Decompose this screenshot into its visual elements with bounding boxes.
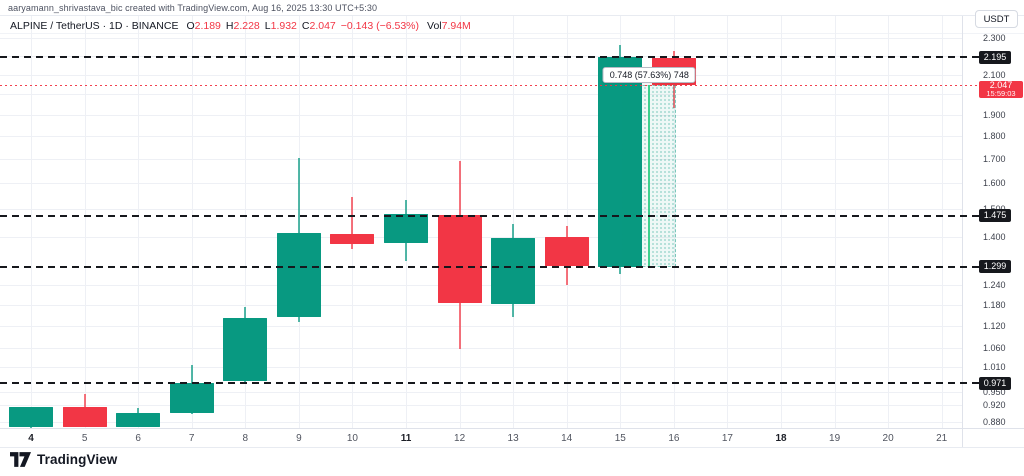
time-axis[interactable] — [0, 428, 1024, 447]
candle-6-wick[interactable] — [137, 408, 140, 428]
gridline-v-20 — [888, 16, 890, 428]
price-range-tool[interactable] — [622, 84, 677, 267]
measure-tool-label: 0.748 (57.63%) 748 — [602, 66, 696, 83]
level-line-2.195[interactable] — [0, 56, 979, 58]
candle-12-body[interactable] — [437, 215, 482, 304]
gridline-v-19 — [834, 16, 836, 428]
price-range-center-line — [648, 84, 651, 267]
legend-divider — [0, 33, 1024, 34]
gridline-h-1.010 — [0, 367, 962, 369]
level-line-1.475[interactable] — [0, 214, 979, 217]
candle-6-body[interactable] — [116, 413, 161, 427]
candle-5-body[interactable] — [62, 407, 107, 427]
tradingview-logo-icon — [10, 452, 31, 467]
candle-8-wick[interactable] — [244, 307, 247, 384]
price-axis[interactable] — [962, 16, 1024, 428]
attribution-divider — [0, 15, 1024, 16]
gridline-h-2.300 — [0, 38, 962, 40]
gridline-h-1.060 — [0, 347, 962, 349]
ohlc-value-C: 2.047 — [309, 20, 336, 32]
volume-value: 7.94M — [441, 20, 471, 32]
ohlc-label-H: H — [225, 20, 234, 32]
gridline-v-7 — [191, 16, 193, 428]
currency-toggle-button[interactable]: USDT — [975, 10, 1018, 28]
gridline-h-1.240 — [0, 285, 962, 287]
gridline-h-0.880 — [0, 422, 962, 424]
gridline-h-1.500 — [0, 209, 962, 211]
ohlc-value-H: 2.228 — [233, 20, 260, 32]
level-line-1.299[interactable] — [0, 265, 979, 268]
candle-14-body[interactable] — [544, 237, 589, 266]
candle-7-body[interactable] — [169, 382, 214, 413]
gridline-h-1.700 — [0, 159, 962, 161]
candle-11-wick[interactable] — [405, 199, 407, 262]
candle-14-wick[interactable] — [565, 226, 568, 285]
time-axis-divider — [0, 428, 1024, 429]
gridline-v-10 — [352, 16, 354, 428]
gridline-v-12 — [459, 16, 461, 428]
ohlc-label-L: L — [264, 20, 271, 32]
gridline-v-21 — [941, 16, 943, 428]
gridline-v-18 — [781, 16, 782, 428]
gridline-h-hidden — [0, 94, 962, 96]
change-value: −0.143 (−6.53%) — [340, 20, 420, 32]
gridline-h-0.950 — [0, 391, 962, 393]
price-axis-separator — [962, 16, 963, 447]
last-price-line[interactable] — [0, 84, 979, 86]
gridline-v-6 — [138, 16, 140, 428]
attribution-text: aaryamann_shrivastava_bic created with T… — [8, 3, 378, 13]
candle-4-body[interactable] — [9, 407, 53, 427]
footer-divider — [0, 447, 1024, 448]
tradingview-logo-link[interactable]: TradingView — [10, 452, 117, 467]
candle-10-body[interactable] — [330, 233, 375, 245]
gridline-h-hidden — [0, 56, 962, 58]
ohlc-value-O: 2.189 — [194, 20, 221, 32]
ohlc-value-L: 1.932 — [270, 20, 297, 32]
brand-name: TradingView — [37, 452, 118, 467]
gridline-h-1.800 — [0, 136, 962, 138]
gridline-h-1.600 — [0, 183, 962, 185]
candle-10-wick[interactable] — [351, 197, 354, 250]
gridline-h-1.180 — [0, 305, 962, 307]
gridline-h-1.120 — [0, 325, 962, 327]
level-line-0.971[interactable] — [0, 382, 979, 384]
gridline-h-0.920 — [0, 404, 962, 406]
gridline-v-13 — [513, 16, 515, 428]
candle-4-wick[interactable] — [30, 406, 32, 428]
candle-13-body[interactable] — [491, 237, 536, 305]
gridline-h-2.100 — [0, 74, 962, 76]
ohlc-values: O2.189 H2.228 L1.932 C2.047 — [186, 20, 340, 32]
gridline-v-14 — [566, 16, 568, 428]
ohlc-label-C: C — [301, 20, 310, 32]
candle-15-body[interactable] — [598, 57, 643, 267]
candle-12-wick[interactable] — [458, 161, 461, 349]
gridline-v-5 — [84, 16, 86, 428]
candle-7-wick[interactable] — [190, 364, 193, 414]
gridline-v-8 — [245, 16, 247, 428]
gridline-h-1.900 — [0, 114, 962, 116]
candle-11-body[interactable] — [384, 214, 428, 243]
gridline-v-9 — [298, 16, 300, 428]
candle-9-wick[interactable] — [297, 158, 300, 323]
gridline-v-17 — [727, 16, 729, 428]
candle-8-body[interactable] — [223, 317, 268, 381]
gridline-v-11 — [406, 16, 407, 428]
symbol-title: ALPINE / TetherUS · 1D · BINANCE — [10, 20, 179, 32]
candle-9-body[interactable] — [276, 233, 321, 318]
gridline-h-1.400 — [0, 236, 962, 238]
candle-5-wick[interactable] — [83, 394, 86, 428]
symbol-legend: ALPINE / TetherUS · 1D · BINANCE O2.189 H2… — [10, 20, 471, 33]
candle-13-wick[interactable] — [512, 223, 515, 318]
volume-label: Vol — [427, 20, 442, 32]
ohlc-label-O: O — [186, 20, 195, 32]
gridline-v-4 — [31, 16, 32, 428]
